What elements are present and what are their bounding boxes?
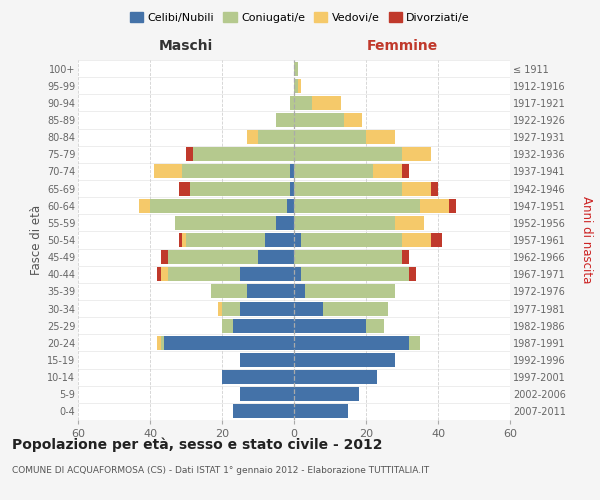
Bar: [294, 268, 301, 281]
Bar: [186, 233, 265, 247]
Bar: [402, 233, 431, 247]
Bar: [150, 198, 287, 212]
Bar: [301, 233, 402, 247]
Bar: [139, 198, 150, 212]
Bar: [161, 268, 168, 281]
Bar: [420, 198, 449, 212]
Bar: [258, 250, 294, 264]
Bar: [294, 78, 298, 92]
Text: Maschi: Maschi: [159, 39, 213, 53]
Bar: [312, 96, 341, 110]
Bar: [258, 130, 294, 144]
Bar: [305, 284, 395, 298]
Bar: [294, 318, 366, 332]
Bar: [294, 370, 377, 384]
Bar: [179, 182, 190, 196]
Bar: [182, 164, 290, 178]
Bar: [218, 302, 222, 316]
Bar: [161, 336, 164, 350]
Bar: [402, 182, 431, 196]
Bar: [222, 318, 233, 332]
Bar: [222, 370, 294, 384]
Text: Femmine: Femmine: [367, 39, 437, 53]
Bar: [409, 268, 416, 281]
Bar: [240, 302, 294, 316]
Bar: [276, 216, 294, 230]
Bar: [294, 182, 402, 196]
Bar: [449, 198, 456, 212]
Bar: [157, 336, 161, 350]
Bar: [240, 353, 294, 367]
Bar: [366, 318, 384, 332]
Bar: [298, 78, 301, 92]
Bar: [323, 302, 388, 316]
Bar: [294, 353, 395, 367]
Bar: [222, 302, 240, 316]
Bar: [294, 164, 373, 178]
Bar: [193, 148, 294, 162]
Bar: [211, 284, 247, 298]
Y-axis label: Fasce di età: Fasce di età: [29, 205, 43, 275]
Bar: [294, 130, 366, 144]
Bar: [164, 336, 294, 350]
Bar: [240, 268, 294, 281]
Bar: [294, 404, 348, 418]
Bar: [409, 336, 420, 350]
Bar: [287, 198, 294, 212]
Bar: [154, 164, 182, 178]
Bar: [294, 96, 312, 110]
Bar: [366, 130, 395, 144]
Bar: [402, 164, 409, 178]
Bar: [294, 148, 402, 162]
Bar: [290, 96, 294, 110]
Bar: [290, 164, 294, 178]
Bar: [431, 182, 438, 196]
Bar: [294, 284, 305, 298]
Bar: [294, 233, 301, 247]
Bar: [294, 216, 395, 230]
Bar: [294, 336, 409, 350]
Bar: [294, 388, 359, 402]
Bar: [247, 130, 258, 144]
Bar: [186, 148, 193, 162]
Bar: [157, 268, 161, 281]
Bar: [290, 182, 294, 196]
Bar: [240, 388, 294, 402]
Bar: [168, 250, 258, 264]
Bar: [265, 233, 294, 247]
Bar: [175, 216, 276, 230]
Bar: [294, 198, 420, 212]
Bar: [373, 164, 402, 178]
Bar: [294, 62, 298, 76]
Y-axis label: Anni di nascita: Anni di nascita: [580, 196, 593, 284]
Bar: [402, 250, 409, 264]
Bar: [294, 113, 344, 127]
Bar: [395, 216, 424, 230]
Bar: [402, 148, 431, 162]
Bar: [168, 268, 240, 281]
Bar: [294, 302, 323, 316]
Text: COMUNE DI ACQUAFORMOSA (CS) - Dati ISTAT 1° gennaio 2012 - Elaborazione TUTTITAL: COMUNE DI ACQUAFORMOSA (CS) - Dati ISTAT…: [12, 466, 429, 475]
Legend: Celibi/Nubili, Coniugati/e, Vedovi/e, Divorziati/e: Celibi/Nubili, Coniugati/e, Vedovi/e, Di…: [125, 8, 475, 28]
Bar: [344, 113, 362, 127]
Bar: [161, 250, 168, 264]
Bar: [190, 182, 290, 196]
Bar: [431, 233, 442, 247]
Bar: [301, 268, 409, 281]
Bar: [233, 404, 294, 418]
Bar: [182, 233, 186, 247]
Text: Popolazione per età, sesso e stato civile - 2012: Popolazione per età, sesso e stato civil…: [12, 438, 383, 452]
Bar: [179, 233, 182, 247]
Bar: [276, 113, 294, 127]
Bar: [233, 318, 294, 332]
Bar: [294, 250, 402, 264]
Bar: [247, 284, 294, 298]
